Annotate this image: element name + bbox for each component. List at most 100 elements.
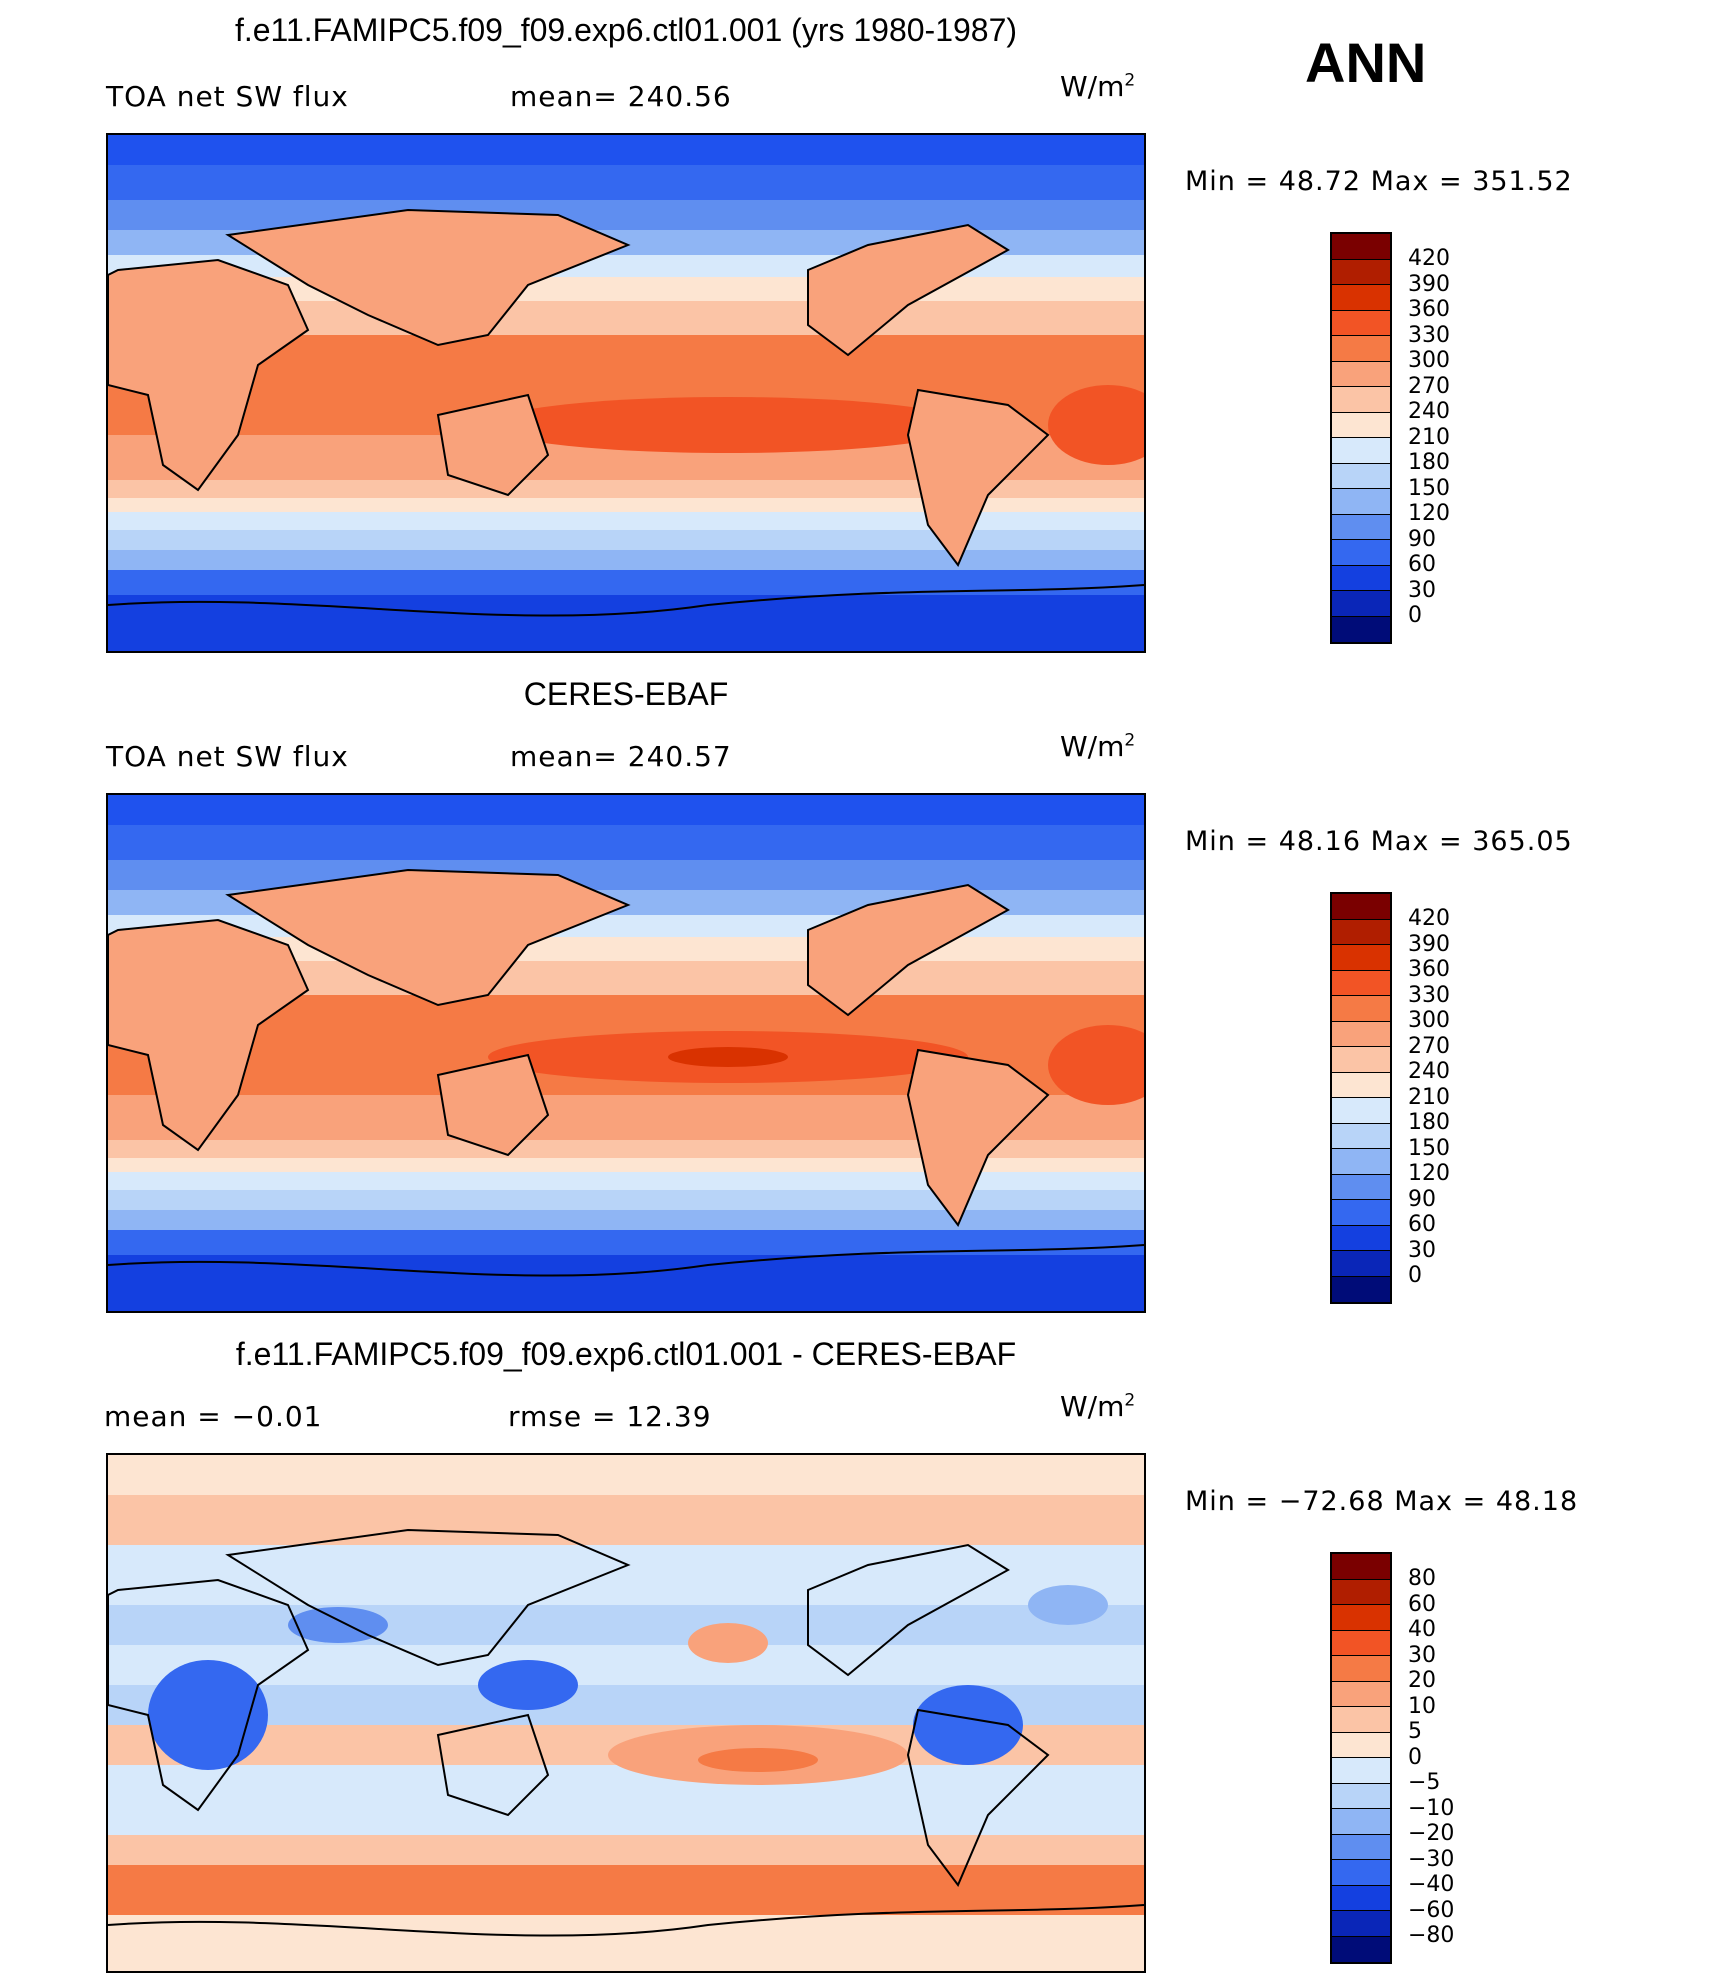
colorbar-label: 10 — [1408, 1693, 1436, 1719]
colorbar-cell — [1332, 1123, 1390, 1149]
colorbar-label: 60 — [1408, 552, 1436, 577]
colorbar-cell — [1332, 1630, 1390, 1656]
panel1-units: W/m2 — [1060, 70, 1136, 103]
colorbar-cell — [1332, 1225, 1390, 1251]
colorbar-cell — [1332, 919, 1390, 945]
panel1-colorbar-labels: 420 390 360 330 300 270 240 210 180 150 … — [1408, 246, 1450, 629]
panel3-title: f.e11.FAMIPC5.f09_f09.exp6.ctl01.001 - C… — [235, 1336, 1017, 1372]
colorbar-label: 360 — [1408, 297, 1450, 322]
colorbar-cell — [1332, 945, 1390, 971]
season-label: ANN — [1305, 31, 1427, 94]
colorbar-label: 0 — [1408, 1263, 1422, 1288]
colorbar-cell — [1332, 540, 1390, 566]
panel3-min-max: Min = −72.68 Max = 48.18 — [1185, 1486, 1579, 1517]
colorbar-label: 240 — [1408, 399, 1450, 424]
colorbar-cell — [1332, 514, 1390, 540]
colorbar-label: 330 — [1408, 322, 1450, 348]
panel3-map — [106, 1453, 1146, 1973]
panel2-colorbar — [1330, 892, 1392, 1304]
colorbar-cell — [1332, 616, 1390, 642]
panel2-mean-label: mean= 240.57 — [510, 740, 732, 773]
colorbar-label: −60 — [1408, 1897, 1455, 1923]
colorbar-cell — [1332, 1860, 1390, 1886]
colorbar-label: 420 — [1408, 906, 1450, 931]
panel3-rmse-label: rmse = 12.39 — [508, 1400, 712, 1433]
colorbar-cell — [1332, 387, 1390, 413]
colorbar-cell — [1332, 438, 1390, 464]
colorbar-cell — [1332, 412, 1390, 438]
colorbar-cell — [1332, 1707, 1390, 1733]
colorbar-label: 0 — [1408, 1744, 1422, 1770]
colorbar-label: 5 — [1408, 1719, 1422, 1744]
colorbar-cell — [1332, 1554, 1390, 1580]
colorbar-label: −5 — [1408, 1770, 1441, 1795]
colorbar-label: −20 — [1408, 1821, 1455, 1846]
colorbar-label: −10 — [1408, 1795, 1455, 1821]
colorbar-label: 90 — [1408, 1186, 1436, 1212]
colorbar-cell — [1332, 310, 1390, 336]
colorbar-cell — [1332, 1579, 1390, 1605]
panel3-units: W/m2 — [1060, 1390, 1136, 1423]
panel1-colorbar — [1330, 232, 1392, 644]
colorbar-label: 300 — [1408, 348, 1450, 373]
colorbar-cell — [1332, 591, 1390, 617]
colorbar-cell — [1332, 1783, 1390, 1809]
colorbar-cell — [1332, 336, 1390, 362]
colorbar-label: 0 — [1408, 603, 1422, 628]
colorbar-cell — [1332, 1681, 1390, 1707]
colorbar-cell — [1332, 1911, 1390, 1937]
panel3-colorbar — [1330, 1552, 1392, 1964]
colorbar-label: 30 — [1408, 1237, 1436, 1263]
panel2-min-max: Min = 48.16 Max = 365.05 — [1185, 826, 1573, 857]
colorbar-label: 60 — [1408, 1591, 1436, 1617]
colorbar-label: 390 — [1408, 931, 1450, 957]
panel3-colorbar-labels: 80 60 40 30 20 10 5 0 −5 −10 −20 −30 −40… — [1408, 1566, 1454, 1949]
colorbar-label: 30 — [1408, 577, 1436, 603]
panel2-colorbar-labels: 420 390 360 330 300 270 240 210 180 150 … — [1408, 906, 1450, 1289]
colorbar-cell — [1332, 1834, 1390, 1860]
colorbar-cell — [1332, 463, 1390, 489]
colorbar-cell — [1332, 1276, 1390, 1302]
colorbar-cell — [1332, 1936, 1390, 1962]
colorbar-label: 390 — [1408, 271, 1450, 297]
colorbar-label: 180 — [1408, 450, 1450, 475]
colorbar-cell — [1332, 285, 1390, 311]
panel2-map — [106, 793, 1146, 1313]
colorbar-label: 120 — [1408, 1161, 1450, 1186]
panel2-title: CERES-EBAF — [523, 676, 729, 712]
colorbar-label: 270 — [1408, 373, 1450, 399]
colorbar-label: 420 — [1408, 246, 1450, 271]
colorbar-cell — [1332, 1174, 1390, 1200]
colorbar-label: 90 — [1408, 526, 1436, 552]
colorbar-label: 330 — [1408, 982, 1450, 1008]
colorbar-label: 240 — [1408, 1059, 1450, 1084]
colorbar-label: 30 — [1408, 1642, 1436, 1668]
colorbar-cell — [1332, 1758, 1390, 1784]
colorbar-cell — [1332, 1098, 1390, 1124]
panel1-mean-label: mean= 240.56 — [510, 80, 732, 113]
colorbar-cell — [1332, 565, 1390, 591]
colorbar-cell — [1332, 259, 1390, 285]
colorbar-cell — [1332, 1021, 1390, 1047]
colorbar-label: 360 — [1408, 957, 1450, 982]
colorbar-label: −40 — [1408, 1872, 1455, 1897]
colorbar-cell — [1332, 1732, 1390, 1758]
colorbar-label: 300 — [1408, 1008, 1450, 1033]
colorbar-cell — [1332, 970, 1390, 996]
colorbar-label: 120 — [1408, 501, 1450, 526]
colorbar-label: 210 — [1408, 1084, 1450, 1110]
colorbar-cell — [1332, 361, 1390, 387]
panel2-variable-label: TOA net SW flux — [106, 740, 349, 773]
colorbar-cell — [1332, 1885, 1390, 1911]
panel1-min-max: Min = 48.72 Max = 351.52 — [1185, 166, 1573, 197]
colorbar-cell — [1332, 1809, 1390, 1835]
colorbar-label: 80 — [1408, 1566, 1436, 1591]
colorbar-label: 150 — [1408, 1135, 1450, 1161]
colorbar-cell — [1332, 1656, 1390, 1682]
colorbar-cell — [1332, 489, 1390, 515]
colorbar-label: −80 — [1408, 1923, 1455, 1948]
colorbar-cell — [1332, 1072, 1390, 1098]
colorbar-label: 270 — [1408, 1033, 1450, 1059]
colorbar-cell — [1332, 1047, 1390, 1073]
colorbar-label: 20 — [1408, 1668, 1436, 1693]
